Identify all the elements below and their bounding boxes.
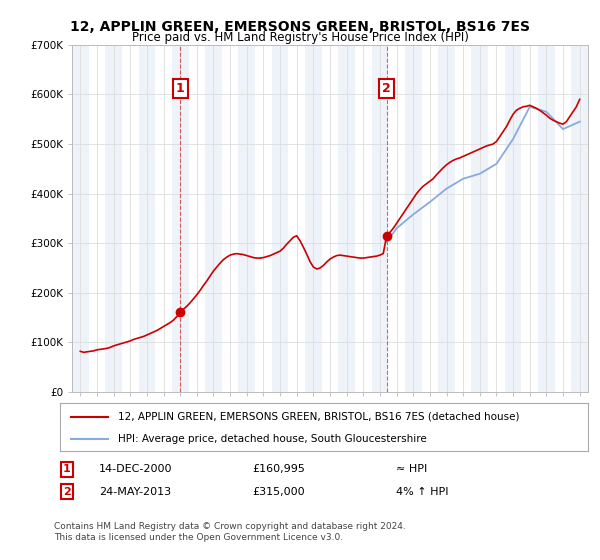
Text: Contains HM Land Registry data © Crown copyright and database right 2024.: Contains HM Land Registry data © Crown c…: [54, 522, 406, 531]
Text: 24-MAY-2013: 24-MAY-2013: [99, 487, 171, 497]
Text: HPI: Average price, detached house, South Gloucestershire: HPI: Average price, detached house, Sout…: [118, 434, 427, 444]
Text: ≈ HPI: ≈ HPI: [396, 464, 427, 474]
Bar: [405, 45, 422, 392]
Bar: [105, 45, 122, 392]
Text: 1: 1: [63, 464, 71, 474]
Text: £160,995: £160,995: [252, 464, 305, 474]
Bar: [472, 45, 488, 392]
Text: 12, APPLIN GREEN, EMERSONS GREEN, BRISTOL, BS16 7ES: 12, APPLIN GREEN, EMERSONS GREEN, BRISTO…: [70, 20, 530, 34]
Bar: [72, 45, 89, 392]
Bar: [571, 45, 588, 392]
Bar: [371, 45, 388, 392]
Bar: [305, 45, 322, 392]
Bar: [172, 45, 188, 392]
Bar: [139, 45, 155, 392]
Bar: [505, 45, 521, 392]
Text: 14-DEC-2000: 14-DEC-2000: [99, 464, 173, 474]
Text: 2: 2: [63, 487, 71, 497]
Bar: [338, 45, 355, 392]
Text: 2: 2: [382, 82, 391, 95]
Text: £315,000: £315,000: [252, 487, 305, 497]
Bar: [538, 45, 555, 392]
Text: 4% ↑ HPI: 4% ↑ HPI: [396, 487, 449, 497]
Text: 12, APPLIN GREEN, EMERSONS GREEN, BRISTOL, BS16 7ES (detached house): 12, APPLIN GREEN, EMERSONS GREEN, BRISTO…: [118, 412, 520, 422]
Text: 1: 1: [176, 82, 185, 95]
Bar: [205, 45, 222, 392]
Text: Price paid vs. HM Land Registry's House Price Index (HPI): Price paid vs. HM Land Registry's House …: [131, 31, 469, 44]
Bar: [238, 45, 255, 392]
Bar: [272, 45, 289, 392]
Text: This data is licensed under the Open Government Licence v3.0.: This data is licensed under the Open Gov…: [54, 533, 343, 543]
Bar: [438, 45, 455, 392]
